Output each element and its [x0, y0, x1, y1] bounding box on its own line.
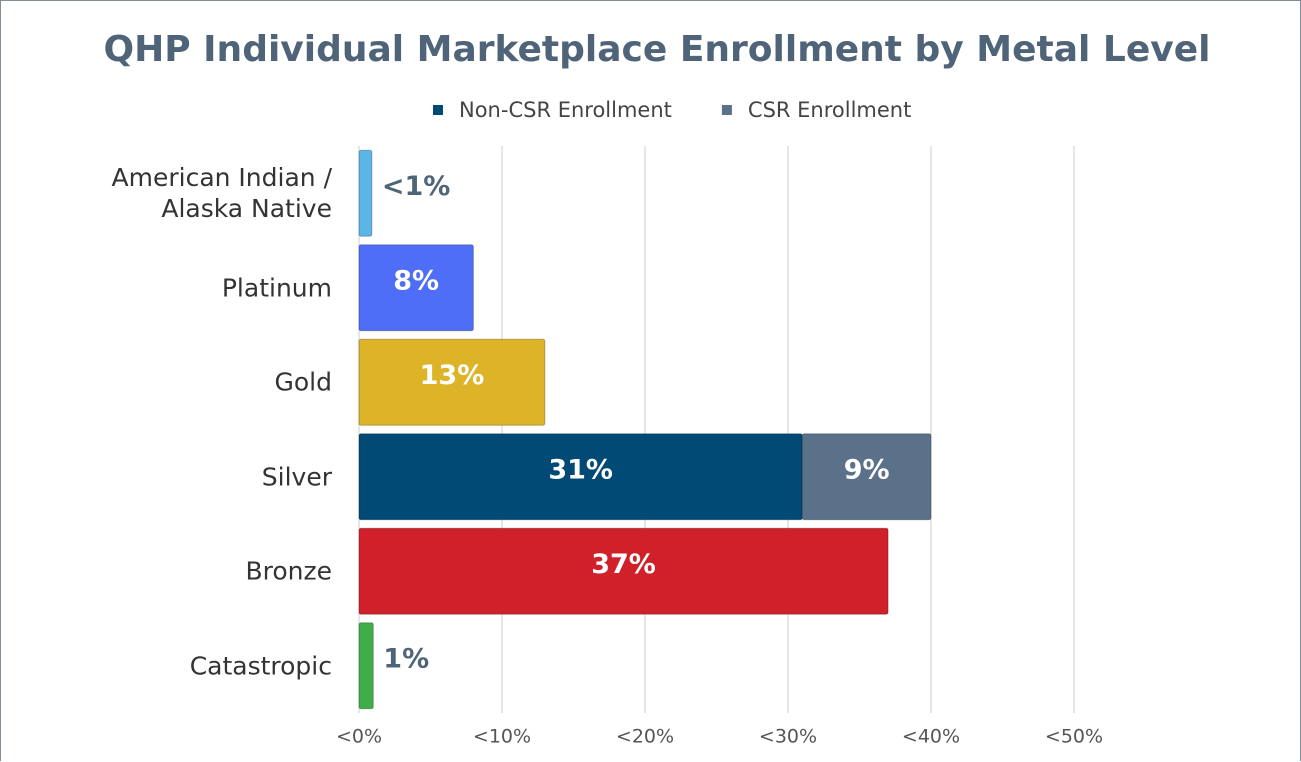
y-tick-label: Silver: [261, 462, 332, 492]
y-tick-label: Bronze: [245, 556, 332, 586]
legend-label: Non-CSR Enrollment: [459, 98, 672, 122]
y-tick-label: Catastropic: [189, 651, 332, 681]
legend-marker: [721, 105, 732, 115]
data-label: 37%: [591, 549, 656, 580]
legend-label: CSR Enrollment: [748, 98, 911, 122]
x-tick-label: <0%: [336, 726, 382, 748]
bar: [358, 244, 474, 332]
data-label: 8%: [393, 265, 439, 296]
y-tick-label: American Indian / Alaska Native: [111, 163, 332, 224]
y-tick-label: Gold: [274, 367, 332, 397]
bar: [358, 149, 373, 237]
legend-marker: [433, 105, 443, 115]
y-tick-label: Platinum: [221, 273, 332, 303]
chart-title: QHP Individual Marketplace Enrollment by…: [104, 29, 1211, 70]
data-label: 31%: [548, 454, 613, 485]
data-label: 13%: [420, 360, 485, 391]
x-tick-label: <20%: [616, 726, 674, 748]
x-tick-label: <40%: [902, 726, 960, 748]
x-tick-label: <50%: [1045, 726, 1103, 748]
bar: [801, 433, 932, 521]
bar: [358, 338, 546, 426]
data-label: <1%: [382, 171, 450, 202]
x-tick-label: <30%: [759, 726, 817, 748]
data-label: 1%: [383, 643, 429, 674]
data-label: 9%: [844, 454, 890, 485]
bar: [358, 527, 889, 615]
bar: [358, 622, 374, 710]
x-tick-label: <10%: [473, 726, 531, 748]
